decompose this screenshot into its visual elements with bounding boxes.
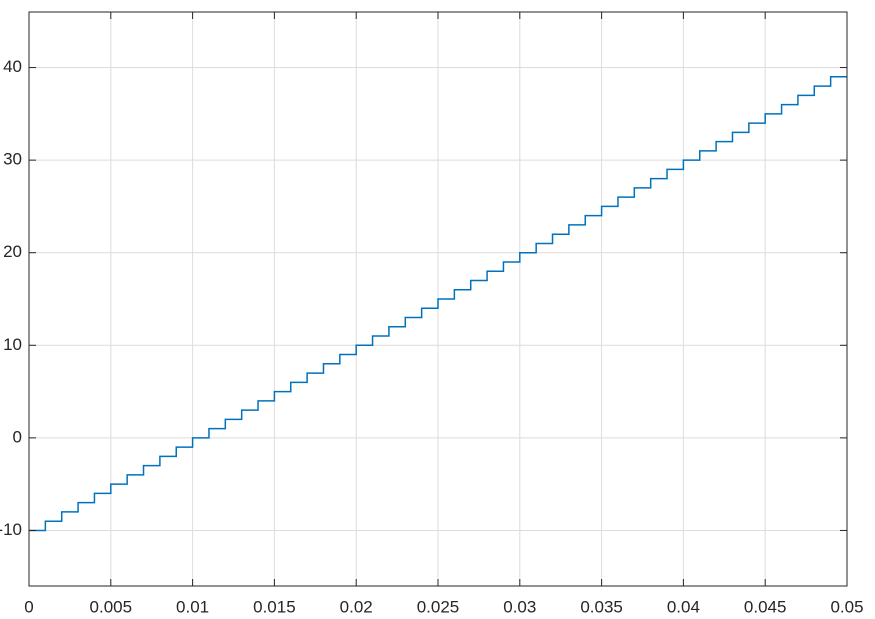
x-tick-label: 0 — [24, 597, 33, 616]
grid — [28, 12, 848, 586]
x-tick-label: 0.04 — [667, 597, 700, 616]
x-tick-label: 0.005 — [90, 597, 133, 616]
y-tick-label: 0 — [13, 427, 22, 446]
x-tick-label: 0.02 — [340, 597, 373, 616]
y-tick-label: 40 — [3, 57, 22, 76]
x-tick-label: 0.03 — [503, 597, 536, 616]
y-tick-label: -10 — [0, 520, 22, 539]
y-tick-label: 20 — [3, 242, 22, 261]
x-tick-label: 0.05 — [830, 597, 863, 616]
plot — [29, 76, 847, 532]
x-tick-label: 0.035 — [580, 597, 623, 616]
x-tick-label: 0.01 — [176, 597, 209, 616]
y-tick-label: 30 — [3, 150, 22, 169]
x-tick-label: 0.015 — [253, 597, 296, 616]
y-tick-label: 10 — [3, 335, 22, 354]
labels: -10 0 10 20 30 40 0 0.005 0.01 0.015 0.02 0.025 0.03… — [0, 12, 864, 616]
x-tick-label: 0.025 — [417, 597, 460, 616]
x-tick-label: 0.045 — [744, 597, 787, 616]
stairs-line — [29, 76, 847, 532]
